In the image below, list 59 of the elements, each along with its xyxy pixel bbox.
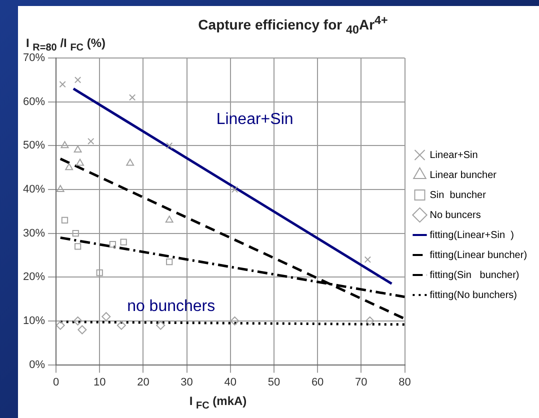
x-tick-label: 30 — [180, 376, 193, 388]
x-tick-label: 40 — [224, 376, 237, 388]
point — [126, 158, 134, 166]
point — [74, 243, 82, 250]
point — [96, 269, 103, 276]
point — [120, 238, 127, 246]
legend-label: No buncers — [430, 210, 481, 221]
point — [230, 316, 240, 326]
point — [56, 184, 64, 192]
point — [102, 312, 111, 322]
x-tick-label: 70 — [355, 376, 368, 388]
annotation: no bunchers — [127, 298, 216, 315]
x-tick-label: 20 — [137, 376, 150, 388]
point — [65, 163, 74, 170]
point — [74, 76, 82, 84]
legend-label: Linear+Sin — [430, 150, 478, 161]
point — [231, 186, 238, 193]
legend-label: fitting(Linear+Sin ) — [430, 230, 514, 241]
point — [365, 316, 374, 326]
point — [61, 216, 68, 224]
y-tick-label: 60% — [22, 96, 46, 108]
x-tick-label: 10 — [93, 376, 106, 388]
x-tick-label: 60 — [311, 376, 324, 388]
y-tick-label: 20% — [22, 271, 46, 284]
point — [165, 216, 174, 223]
point — [74, 146, 82, 153]
y-tick-label: 10% — [22, 315, 46, 328]
point — [72, 230, 79, 237]
point — [73, 316, 82, 326]
y-tick-label: 0% — [29, 358, 46, 371]
x-tick-label: 0 — [52, 376, 60, 388]
x-tick-label: 50 — [268, 376, 280, 388]
y-tick-label: 40% — [22, 184, 46, 196]
y-tick-label: 30% — [22, 227, 46, 240]
x-tick-label: 80 — [398, 376, 411, 388]
y-tick-label: 50% — [22, 140, 46, 152]
point — [109, 240, 116, 248]
point — [56, 320, 65, 330]
point — [116, 320, 126, 330]
chart-title: Capture efficiency for $_{40}$Ar$^{4+}$ — [197, 14, 389, 36]
point — [156, 320, 166, 330]
legend-label: fitting(Sin buncher) — [430, 270, 520, 281]
point — [128, 94, 136, 101]
legend-label: fitting(Linear buncher) — [430, 250, 528, 261]
point — [78, 325, 87, 334]
point — [364, 256, 372, 263]
legend-label: fitting(No bunchers) — [430, 290, 518, 301]
point — [59, 80, 66, 88]
point — [60, 141, 69, 148]
point — [166, 142, 173, 149]
point — [88, 138, 94, 145]
legend-label: Linear buncher — [430, 170, 498, 181]
annotation: Linear+Sin — [216, 110, 294, 128]
point — [76, 158, 84, 166]
point — [166, 258, 173, 266]
x-axis-title: I $_{FC}$ (mkA) — [188, 394, 248, 412]
legend-label: Sin buncher — [430, 190, 487, 201]
y-axis-title: I $_{R=80}$ /I $_{FC}$ (%) — [26, 36, 106, 54]
y-tick-label: 70% — [22, 52, 46, 64]
